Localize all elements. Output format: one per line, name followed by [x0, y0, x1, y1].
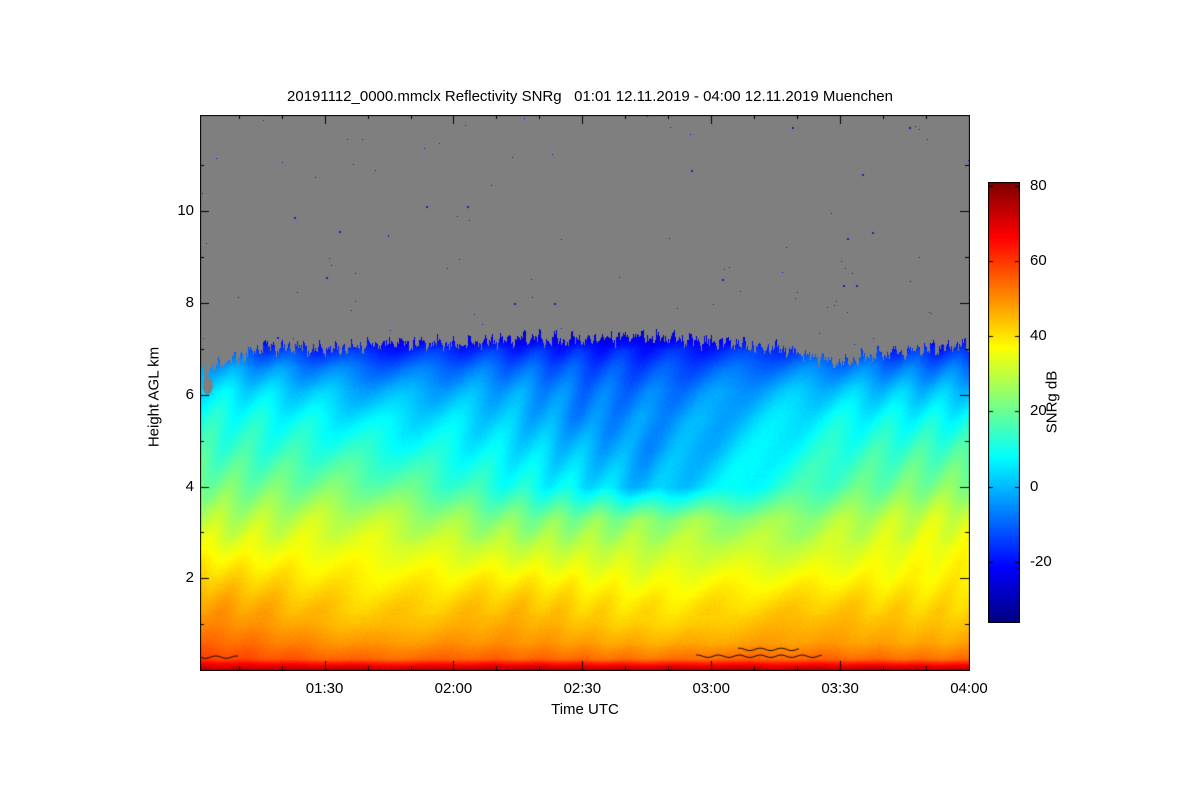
y-tick-label: 10 [177, 202, 194, 220]
x-tick-label: 02:00 [434, 680, 473, 697]
y-tick-label: 2 [185, 569, 194, 587]
x-tick-label: 02:30 [563, 680, 602, 697]
colorbar-canvas [988, 182, 1020, 623]
colorbar-tick-label: 60 [1030, 251, 1047, 269]
x-tick-label: 03:00 [692, 680, 730, 697]
x-tick-label: 03:30 [821, 680, 859, 697]
colorbar-tick-label: 80 [1030, 176, 1047, 194]
y-tick-label: 4 [185, 477, 194, 495]
x-tick-label: 01:30 [305, 680, 344, 697]
colorbar-tick-label: 0 [1030, 477, 1039, 495]
heatmap-canvas [200, 115, 970, 671]
colorbar-tick-label: 20 [1030, 402, 1047, 420]
plot-title: 20191112_0000.mmclx Reflectivity SNRg 01… [287, 88, 893, 105]
x-axis-label: Time UTC [551, 701, 619, 718]
colorbar-tick-label: 40 [1030, 327, 1047, 345]
colorbar-tick-label: -20 [1030, 552, 1052, 570]
y-tick-label: 8 [185, 294, 194, 312]
x-tick-label: 04:00 [950, 680, 988, 697]
y-tick-label: 6 [185, 385, 194, 403]
